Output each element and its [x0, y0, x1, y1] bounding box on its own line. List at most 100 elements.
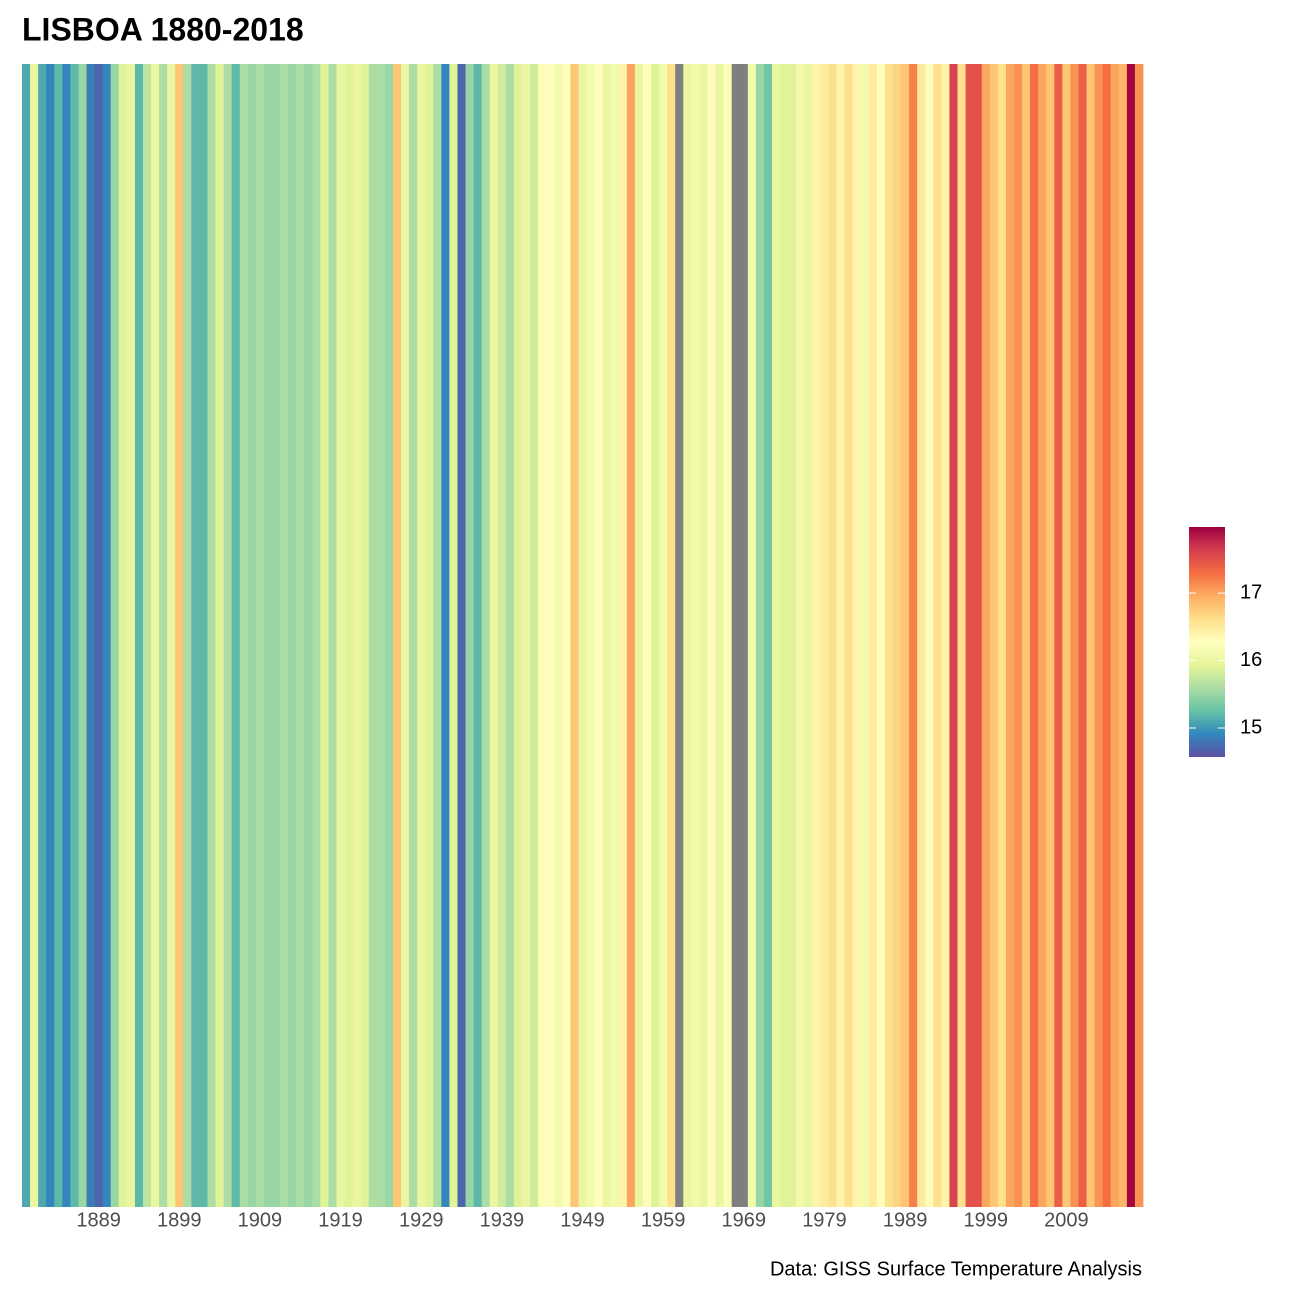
x-tick-label: 1939 — [480, 1209, 525, 1231]
stripe — [247, 64, 257, 1207]
stripe — [675, 64, 684, 1207]
stripe — [618, 64, 628, 1207]
stripe — [30, 64, 39, 1207]
x-tick-label: 1919 — [318, 1209, 363, 1231]
stripe — [102, 64, 112, 1207]
stripe — [659, 64, 668, 1207]
stripe — [183, 64, 192, 1207]
stripe — [368, 64, 378, 1207]
stripe — [949, 64, 958, 1207]
x-tick-label: 1989 — [883, 1209, 928, 1231]
stripe — [554, 64, 563, 1207]
stripe — [1054, 64, 1063, 1207]
x-tick-label: 1889 — [76, 1209, 121, 1231]
stripe — [804, 64, 813, 1207]
stripe — [1062, 64, 1071, 1207]
stripe — [812, 64, 821, 1207]
stripe — [223, 64, 233, 1207]
x-tick-label: 1979 — [802, 1209, 847, 1231]
stripe — [175, 64, 184, 1207]
x-tick-label: 1959 — [641, 1209, 686, 1231]
stripe — [134, 64, 144, 1207]
stripe — [151, 64, 160, 1207]
stripe — [917, 64, 926, 1207]
stripe — [868, 64, 878, 1207]
stripe — [312, 64, 321, 1207]
stripe — [941, 64, 950, 1207]
stripe — [683, 64, 692, 1207]
stripe — [392, 64, 402, 1207]
stripe — [707, 64, 716, 1207]
stripe — [973, 64, 983, 1207]
stripe — [457, 64, 466, 1207]
stripe — [860, 64, 870, 1207]
stripe — [46, 64, 55, 1207]
stripe — [215, 64, 225, 1207]
stripe — [538, 64, 547, 1207]
stripe — [401, 64, 410, 1207]
stripe — [473, 64, 483, 1207]
x-tick-label: 1899 — [157, 1209, 202, 1231]
colorbar-tick-label: 17 — [1240, 581, 1262, 603]
stripe — [38, 64, 47, 1207]
stripe — [118, 64, 128, 1207]
stripe — [634, 64, 644, 1207]
stripe — [320, 64, 329, 1207]
stripe — [54, 64, 63, 1207]
stripe — [820, 64, 829, 1207]
stripe — [449, 64, 458, 1207]
stripe — [296, 64, 305, 1207]
stripe — [780, 64, 789, 1207]
stripe — [199, 64, 208, 1207]
stripe — [739, 64, 749, 1207]
stripe — [1070, 64, 1079, 1207]
stripe — [1134, 64, 1144, 1207]
stripe — [376, 64, 386, 1207]
stripe — [207, 64, 216, 1207]
stripe — [1102, 64, 1112, 1207]
stripe — [626, 64, 636, 1207]
stripe — [489, 64, 499, 1207]
stripe — [352, 64, 362, 1207]
stripe — [272, 64, 281, 1207]
stripe — [167, 64, 176, 1207]
stripe — [796, 64, 805, 1207]
caption: Data: GISS Surface Temperature Analysis — [770, 1258, 1142, 1280]
stripe — [425, 64, 434, 1207]
stripe — [513, 64, 523, 1207]
stripe — [546, 64, 555, 1207]
stripe — [772, 64, 781, 1207]
stripe — [304, 64, 313, 1207]
stripe — [126, 64, 136, 1207]
stripe — [1078, 64, 1087, 1207]
x-tick-label: 1909 — [238, 1209, 283, 1231]
colorbar-tick-label: 16 — [1240, 649, 1262, 671]
stripe — [731, 64, 741, 1207]
stripe — [699, 64, 708, 1207]
stripe — [505, 64, 515, 1207]
stripe — [497, 64, 507, 1207]
stripe — [263, 64, 273, 1207]
stripe — [909, 64, 918, 1207]
stripe — [651, 64, 660, 1207]
stripe — [1126, 64, 1136, 1207]
stripe — [417, 64, 426, 1207]
stripe — [360, 64, 370, 1207]
stripe — [989, 64, 999, 1207]
colorbar — [1189, 527, 1225, 757]
stripe — [642, 64, 652, 1207]
stripe — [328, 64, 337, 1207]
stripe — [441, 64, 450, 1207]
x-tick-label: 1949 — [560, 1209, 605, 1231]
stripe — [901, 64, 910, 1207]
stripe — [86, 64, 95, 1207]
stripe — [925, 64, 934, 1207]
stripe — [788, 64, 797, 1207]
stripe — [844, 64, 854, 1207]
x-tick-label: 1999 — [963, 1209, 1008, 1231]
stripe — [852, 64, 862, 1207]
stripe — [280, 64, 289, 1207]
stripe — [933, 64, 942, 1207]
stripe — [255, 64, 265, 1207]
stripe — [586, 64, 595, 1207]
